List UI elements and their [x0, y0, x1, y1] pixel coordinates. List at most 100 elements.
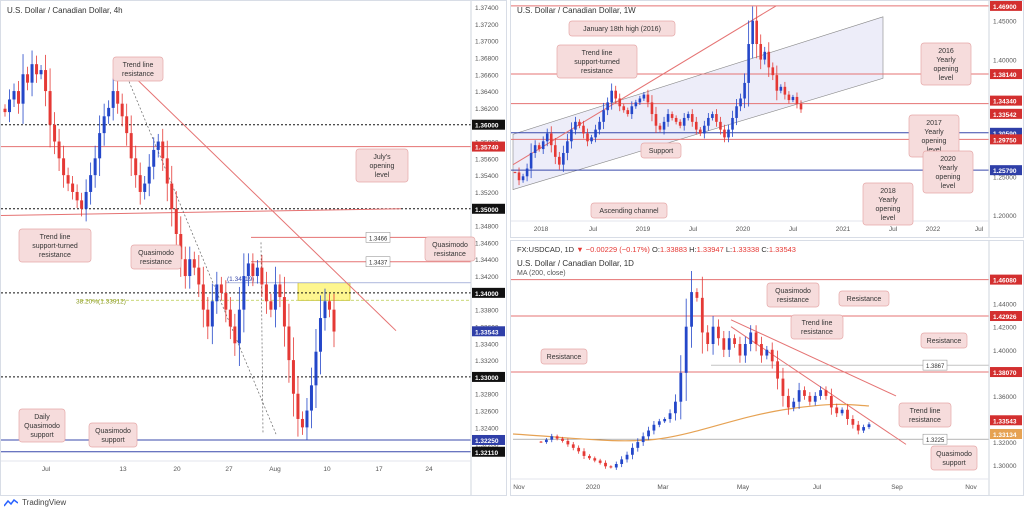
w1-label-2018-opening-text: level [881, 215, 896, 222]
candle-body [129, 133, 133, 159]
candle-body [323, 301, 327, 319]
candle-body [278, 284, 282, 298]
candle-body [566, 141, 569, 153]
w1-label-trendline-text: Trend line [582, 50, 613, 57]
candle-body [309, 385, 313, 411]
price-badge-label: 1.33134 [993, 432, 1017, 439]
candle-body [658, 125, 662, 130]
y-tick-label: 1.37200 [475, 22, 499, 29]
candle-body [84, 191, 88, 209]
candle-body [156, 141, 160, 150]
y-tick-label: 1.34200 [475, 274, 499, 281]
w1-label-2020-opening-text: Yearly [938, 165, 958, 172]
y-tick-label: 1.33800 [475, 308, 499, 315]
candle-body [210, 301, 214, 327]
candle-body [657, 421, 661, 425]
candle-body [587, 455, 591, 459]
candle-body [550, 436, 554, 440]
candle-body [835, 407, 839, 414]
y-tick-label: 1.36000 [993, 394, 1017, 401]
w1-trendline-support-resistance [512, 5, 777, 166]
candle-body [650, 102, 654, 115]
x-tick-label: Jul [975, 226, 984, 233]
d1-tag-box [922, 433, 948, 445]
candle-body [618, 98, 622, 107]
candle-body [626, 110, 630, 115]
candle-body [668, 413, 672, 419]
h4-label-trendline-support-text: support-turned [32, 243, 78, 250]
candle-body [327, 301, 331, 310]
w1-label-2016-opening-text: opening [934, 66, 959, 73]
h4-label-trendline-support-text: Trend line [40, 234, 71, 241]
candle-body [17, 91, 21, 104]
candle-body [727, 338, 731, 350]
candle-body [174, 208, 178, 234]
candle-body [255, 267, 259, 277]
y-tick-label: 1.37000 [475, 39, 499, 46]
candle-body [862, 427, 866, 431]
price-badge-label: 1.29750 [993, 137, 1017, 144]
h4-label-july-opening-text: July's [373, 154, 391, 161]
x-tick-label: 13 [119, 466, 127, 473]
candle-body [233, 326, 237, 344]
price-badge [990, 1, 1022, 11]
y-tick-label: 1.30000 [993, 463, 1017, 470]
d1-tag: 1.3225 [926, 438, 945, 444]
price-badge-label: 1.46900 [993, 4, 1017, 11]
x-tick-label: 24 [425, 466, 433, 473]
h4-tag-box [365, 232, 391, 243]
candle-body [856, 424, 860, 431]
h4-label-qm-resistance-right-box [424, 236, 476, 262]
x-tick-label: Jul [789, 226, 798, 233]
w1-chart-panel: 1.450001.400001.350001.300001.250001.200… [510, 0, 1024, 238]
candle-body [715, 114, 718, 122]
candle-body [291, 360, 295, 394]
candle-body [598, 460, 602, 463]
price-badge-label: 1.36000 [475, 123, 499, 130]
candle-body [620, 459, 624, 464]
w1-label-ascending-channel-box [590, 202, 668, 219]
d1-label-resistance-right-text: Resistance [927, 338, 962, 345]
candle-body [521, 176, 525, 181]
h4-dotted-guide [125, 74, 277, 435]
candle-body [201, 284, 205, 310]
candle-body [797, 390, 801, 402]
d1-label-trendline-resistance-box [790, 314, 844, 340]
candle-body [779, 86, 783, 91]
candle-body [622, 106, 626, 111]
candle-body [711, 326, 715, 344]
d1-change: ▼ −0.00229 (−0.17%) [576, 245, 650, 254]
y-tick-label: 1.35600 [475, 156, 499, 163]
y-tick-label: 1.20000 [993, 213, 1017, 220]
y-tick-label: 1.32600 [475, 409, 499, 416]
candle-body [98, 133, 102, 159]
w1-label-2020-opening-text: opening [936, 174, 961, 181]
candle-body [625, 454, 629, 460]
candle-body [631, 447, 634, 455]
candle-body [695, 292, 699, 298]
candle-body [678, 121, 682, 126]
h4-label-daily-qm-support-text: Daily [34, 414, 50, 421]
x-tick-label: Mar [657, 484, 669, 491]
candle-body [44, 70, 48, 92]
candle-body [570, 129, 573, 142]
candle-body [537, 145, 541, 150]
x-tick-label: 2020 [736, 226, 751, 233]
candle-body [636, 442, 640, 448]
y-tick-label: 1.25000 [993, 174, 1017, 181]
candle-body [684, 326, 688, 373]
tradingview-logo[interactable]: TradingView [4, 498, 66, 507]
candle-body [630, 106, 634, 115]
candle-body [3, 108, 7, 113]
candle-body [224, 292, 228, 310]
candle-body [544, 439, 548, 443]
d1-label-trendline-resistance-2-text: resistance [909, 417, 941, 424]
candle-body [647, 430, 650, 437]
candle-body [111, 91, 115, 108]
y-axis-bg [989, 1, 1023, 237]
price-badge-label: 1.33543 [993, 418, 1017, 425]
candle-body [846, 409, 849, 419]
candle-body [206, 309, 210, 327]
h4-label-daily-qm-support-text: Quasimodo [24, 423, 60, 430]
h4-label-july-opening-text: opening [370, 163, 395, 170]
